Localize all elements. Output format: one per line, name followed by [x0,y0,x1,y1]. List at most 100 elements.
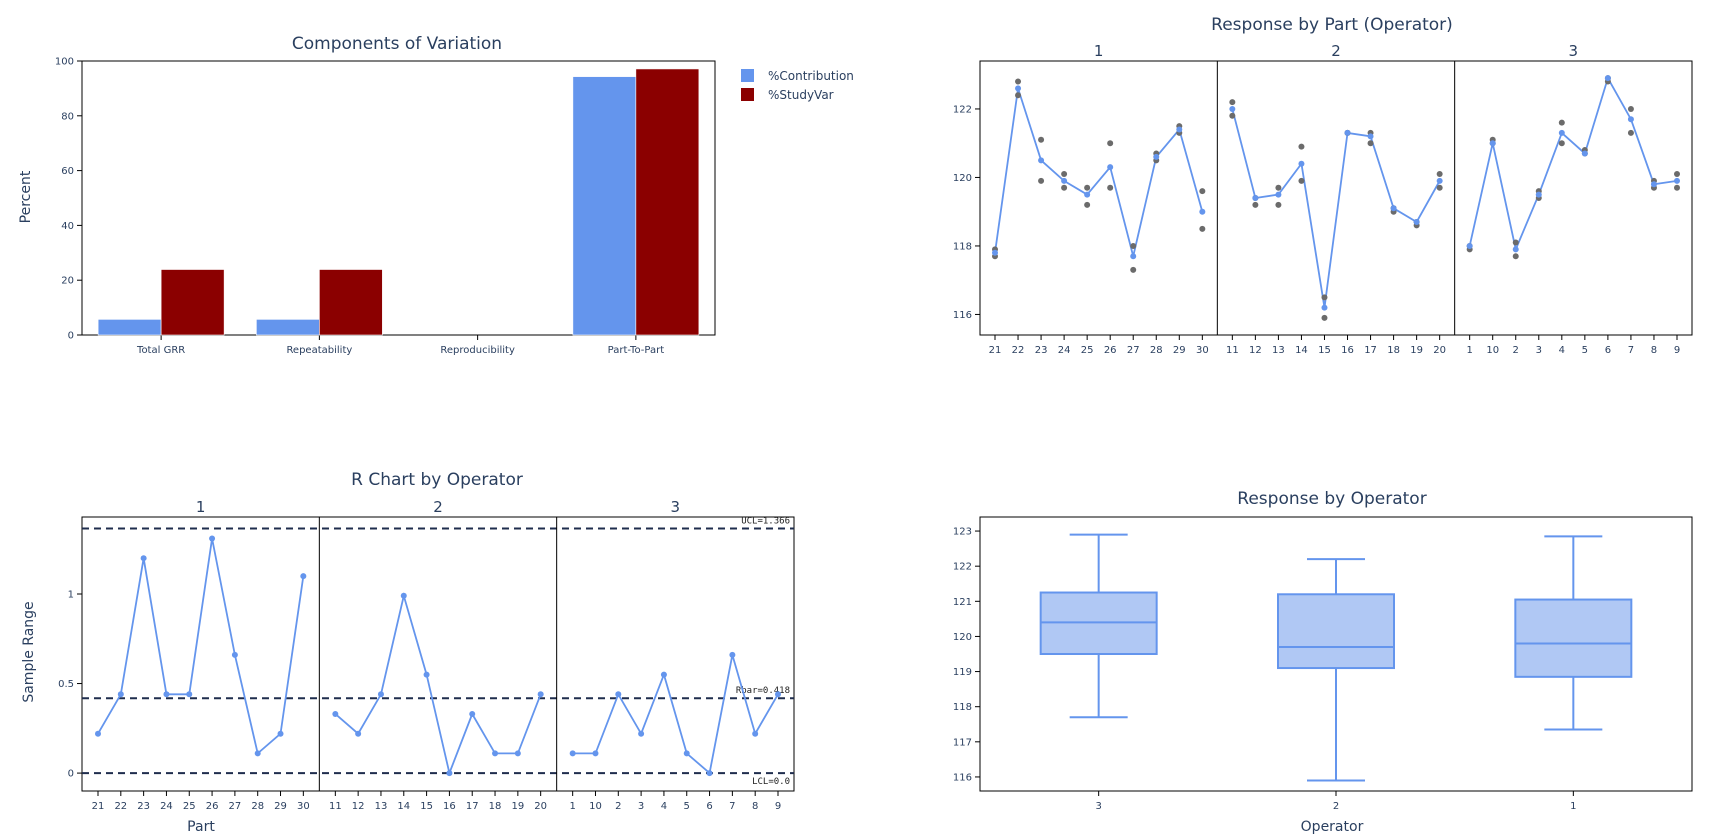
range-point [683,750,690,757]
range-point [638,730,645,737]
x-axis-title: Operator [1301,819,1364,834]
y-tick-label: 122 [953,104,972,115]
range-point [332,710,339,717]
mean-point [1650,181,1657,188]
range-point [423,671,430,678]
observation-point [1674,171,1680,178]
x-tick-label: 24 [160,801,173,812]
x-tick-label: 26 [206,801,219,812]
legend[interactable]: %Contribution %StudyVar [741,69,854,102]
x-tick-label: 15 [1318,345,1331,356]
y-tick-label: 122 [953,562,972,573]
chart-title: Response by Operator [1237,489,1426,509]
components-of-variation-chart: Components of Variation Percent 0 20 40 60 8… [18,34,854,356]
mean-point [992,249,998,256]
mean-point [1489,140,1496,147]
mean-point [1413,218,1420,225]
panel-label: 3 [671,498,681,516]
observation-point [1627,129,1634,136]
observation-point [1061,184,1068,191]
y-tick-label: 100 [55,57,74,68]
panel-label: 3 [1569,42,1579,60]
x-tick-label: 28 [251,801,264,812]
observation-point [1015,92,1022,99]
x-tick-label: 12 [1249,345,1262,356]
x-tick-label: 5 [1582,345,1588,356]
panel-label: 1 [196,498,206,516]
mean-point [1604,75,1611,82]
bar-pct-contribution [97,319,162,336]
range-point [592,750,599,757]
y-tick-label: 121 [953,597,972,608]
rbar-label: Rbar=0.418 [736,686,790,696]
x-tick-label: 19 [511,801,524,812]
range-point [300,573,307,580]
y-tick-label: 0 [68,331,74,342]
y-tick-label: 80 [61,111,74,122]
observation-point [1199,225,1206,232]
observation-point [1298,143,1305,150]
y-tick-label: 123 [953,527,972,538]
legend-swatch [741,69,754,82]
observation-point [1252,201,1259,208]
range-point [469,710,476,717]
x-tick-label: 10 [1486,345,1499,356]
observation-point [1512,253,1519,260]
x-tick-label: 1 [569,801,575,812]
x-tick-label: 16 [443,801,456,812]
range-point [163,691,170,698]
mean-point [1627,116,1634,123]
x-tick-label: 4 [1559,345,1565,356]
y-tick-label: 118 [953,702,972,713]
x-tick-label: 6 [1605,345,1611,356]
mean-line [1468,75,1678,253]
lcl-label: LCL=0.0 [752,777,790,787]
mean-line [994,88,1204,257]
y-tick-label: 0.5 [58,679,74,690]
x-tick-label: 20 [534,801,547,812]
y-tick-label: 120 [953,632,972,643]
x-tick-label: Repeatability [286,345,352,356]
observation-point [1084,201,1091,208]
observation-point [1015,78,1022,85]
mean-point [1298,160,1305,167]
x-tick-label: 15 [420,801,433,812]
mean-point [1252,195,1259,201]
x-tick-label: 11 [329,801,342,812]
observation-point [1298,177,1305,184]
x-tick-label: Part-To-Part [608,345,665,356]
mean-point [1015,85,1022,92]
mean-point [1674,177,1680,184]
y-axis-title: Percent [18,170,34,223]
observation-point [1107,140,1114,147]
observation-point [1061,171,1068,178]
response-by-operator-chart: Response by Operator Operator 116 117 118 1… [953,489,1693,834]
x-tick-label: 23 [137,801,150,812]
y-tick-label: 20 [61,276,74,287]
x-tick-label: 23 [1035,345,1048,356]
response-by-part-chart: Response by Part (Operator) 116118120122… [953,15,1693,356]
x-tick-label: 9 [1674,345,1680,356]
range-point [231,651,238,658]
bar-pct-studyvar [160,269,225,336]
range-point [277,730,284,737]
mean-point [1107,164,1114,171]
bar-pct-contribution [572,76,637,336]
range-point [254,750,261,757]
observation-point [1436,184,1443,191]
range-line [334,592,542,777]
x-tick-label: 8 [1651,345,1657,356]
mean-point [1061,177,1068,184]
iqr-box [1277,593,1395,670]
iqr-box [1514,598,1633,678]
range-point [729,651,736,658]
observation-point [1275,201,1282,208]
legend-label: %StudyVar [768,88,834,102]
mean-point [1176,126,1183,133]
range-point [377,691,384,698]
range-point [140,555,147,562]
mean-point [1199,208,1206,215]
range-point [400,592,407,599]
y-tick-label: 0 [68,769,74,780]
observation-point [1229,99,1236,106]
